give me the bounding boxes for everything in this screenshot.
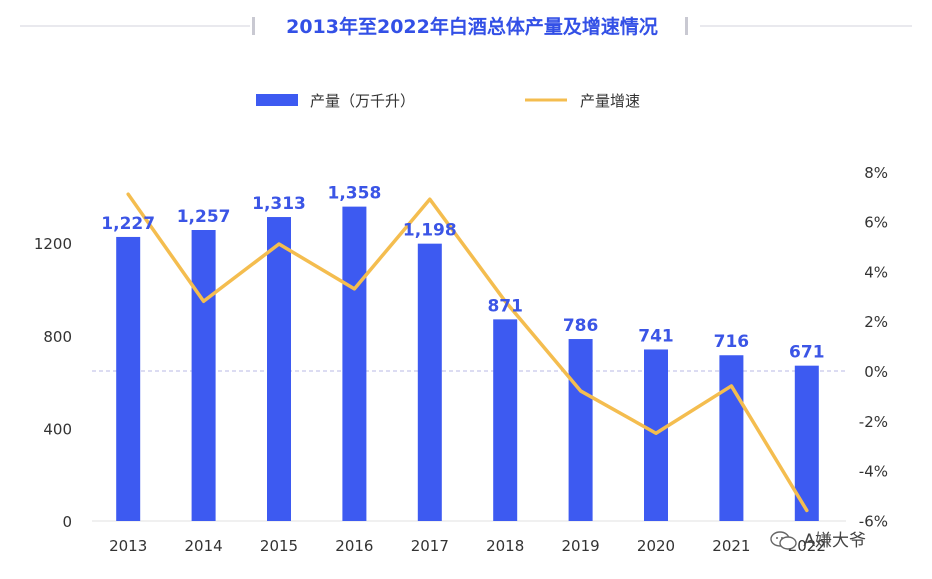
bar-2013 (116, 236, 141, 521)
x-tick-label-2015: 2015 (260, 537, 298, 555)
right-y-tick-label: -6% (859, 512, 888, 530)
x-tick-label-2018: 2018 (486, 537, 524, 555)
data-label-2015: 1,313 (252, 194, 306, 214)
x-tick-label-2013: 2013 (109, 537, 147, 555)
right-y-tick-label: 6% (864, 214, 888, 232)
data-label-2020: 741 (638, 326, 674, 346)
right-y-tick-label: 8% (864, 164, 888, 182)
x-tick-label-2014: 2014 (185, 537, 223, 555)
x-tick-label-2017: 2017 (411, 537, 449, 555)
right-y-tick-label: 4% (864, 263, 888, 281)
x-tick-label-2020: 2020 (637, 537, 675, 555)
data-label-2017: 1,198 (403, 221, 457, 241)
wechat-icon (770, 531, 797, 550)
bar-2015 (267, 217, 291, 521)
left-y-tick-label: 0 (62, 513, 72, 531)
data-label-2022: 671 (789, 343, 825, 363)
right-y-tick-label: -4% (859, 463, 888, 481)
bar-2016 (342, 206, 367, 522)
x-tick-label-2021: 2021 (712, 537, 750, 555)
chart-title: 2013年至2022年白酒总体产量及增速情况 (286, 16, 658, 38)
x-tick-label-2022: 2022 (788, 537, 826, 555)
right-y-tick-label: 2% (864, 313, 888, 331)
legend-bar-label: 产量（万千升） (310, 92, 415, 110)
watermark-text: A嫌大爷 (803, 531, 867, 551)
data-label-2018: 871 (487, 296, 523, 316)
legend-bar-swatch (256, 94, 298, 106)
chart-title-bar: 2013年至2022年白酒总体产量及增速情况 (0, 8, 932, 44)
x-tick-label-2016: 2016 (335, 537, 373, 555)
title-tick-right (685, 17, 688, 35)
right-y-tick-label: 0% (864, 363, 888, 381)
title-divider-left (20, 25, 250, 27)
data-label-2016: 1,358 (328, 184, 382, 204)
bar-2021 (719, 355, 744, 521)
legend: 产量（万千升） 产量增速 (256, 92, 640, 110)
title-divider-right (700, 25, 912, 27)
data-label-2014: 1,257 (177, 207, 231, 227)
left-y-tick-label: 1200 (34, 235, 72, 253)
bar-2017 (417, 243, 442, 521)
bar-2019 (568, 339, 593, 521)
bar-2018 (493, 319, 518, 521)
right-y-tick-label: -2% (859, 413, 888, 431)
left-y-tick-label: 400 (43, 420, 72, 438)
data-label-2021: 716 (714, 332, 750, 352)
watermark: A嫌大爷 (770, 526, 866, 551)
legend-line-label: 产量增速 (580, 92, 640, 110)
data-label-2013: 1,227 (101, 214, 155, 234)
title-tick-left (252, 17, 255, 35)
x-tick-label-2019: 2019 (562, 537, 600, 555)
bar-2014 (191, 230, 216, 521)
bar-2020 (644, 349, 668, 521)
left-y-tick-label: 800 (43, 328, 72, 346)
growth-rate-line (126, 192, 809, 513)
data-label-2019: 786 (563, 316, 599, 336)
